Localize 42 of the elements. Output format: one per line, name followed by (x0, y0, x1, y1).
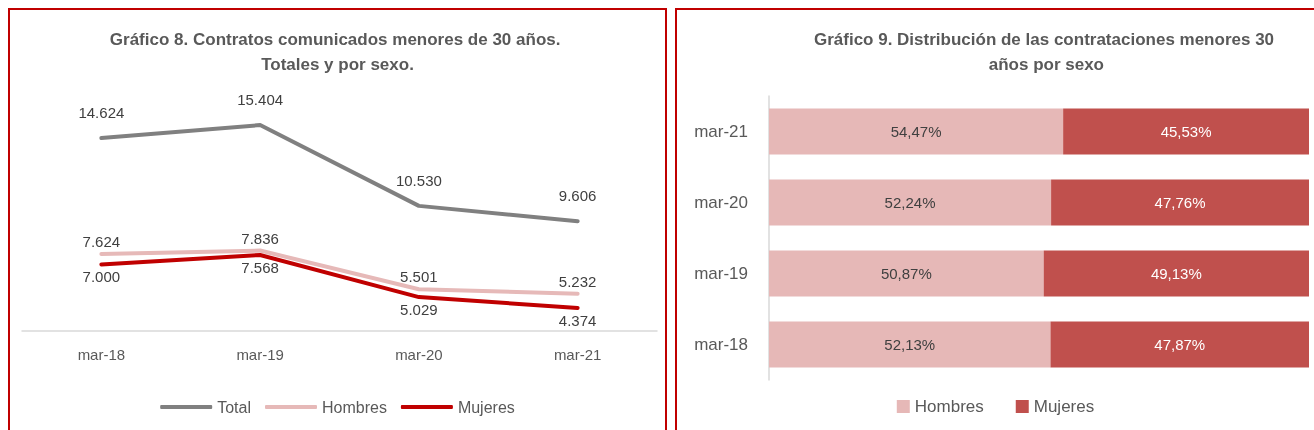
data-label: 5.501 (400, 268, 438, 286)
chart-title: Gráfico 9. Distribución de las contrataciones menores 30 años por sexo (813, 30, 1275, 74)
bar (1050, 321, 1309, 368)
legend-label: Hombres (321, 398, 387, 416)
data-label: 47,76% (1154, 194, 1206, 211)
data-label: 52,13% (884, 336, 936, 353)
data-label: 7.568 (241, 258, 279, 276)
bar (769, 321, 1051, 368)
bar (769, 179, 1052, 226)
data-label: 45,53% (1160, 123, 1212, 140)
x-tick-label: mar-21 (553, 346, 602, 363)
data-label: 54,47% (890, 123, 942, 140)
data-label: 4.374 (558, 311, 597, 329)
data-label: 47,87% (1154, 336, 1206, 353)
data-label: 50,87% (880, 265, 932, 282)
legend-label: Mujeres (457, 398, 515, 416)
bar (1043, 250, 1309, 297)
y-tick-label: mar-20 (694, 193, 748, 212)
data-label: 15.404 (237, 91, 284, 109)
y-tick-label: mar-21 (694, 122, 748, 141)
bar (1063, 108, 1309, 155)
x-tick-label: mar-18 (77, 346, 126, 363)
y-tick-label: mar-19 (694, 264, 748, 283)
data-label: 7.836 (241, 229, 279, 247)
data-label: 5.029 (400, 301, 438, 319)
data-label: 7.000 (82, 268, 121, 286)
legend-label: Hombres (914, 397, 984, 416)
x-tick-label: mar-20 (395, 346, 443, 363)
bar (769, 108, 1064, 155)
legend-label: Total (217, 398, 251, 416)
x-tick-label: mar-19 (236, 346, 284, 363)
data-label: 9.606 (558, 187, 597, 205)
data-label: 5.232 (558, 272, 597, 290)
data-label: 7.624 (82, 233, 121, 251)
bar (769, 250, 1044, 297)
chart-title: Gráfico 8. Contratos comunicados menores de 30 años. Totales y por sexo. (109, 30, 566, 74)
data-label: 14.624 (78, 103, 125, 121)
bar (1051, 179, 1309, 226)
data-label: 52,24% (884, 194, 936, 211)
legend-label: Mujeres (1033, 397, 1095, 416)
data-label: 49,13% (1150, 265, 1202, 282)
data-label: 10.530 (395, 171, 442, 189)
